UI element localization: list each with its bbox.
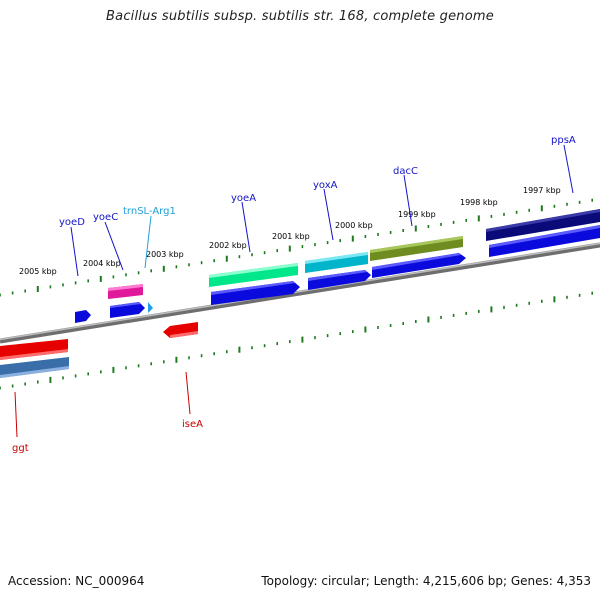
feature-track-inner	[0, 357, 69, 378]
cds-arrow-isea[interactable]	[163, 322, 198, 338]
feature-block-yoea-outer[interactable]	[209, 263, 298, 287]
cds-arrow-yoea[interactable]	[211, 281, 300, 305]
cds-arrow-yoxa[interactable]	[308, 270, 371, 290]
cds-track-forward	[75, 225, 600, 323]
ruler-label-2004: 2004 kbp	[83, 259, 121, 268]
gene-label-isea[interactable]: iseA	[182, 419, 203, 430]
genome-backbone	[0, 242, 600, 344]
ruler-label-1999: 1999 kbp	[398, 210, 436, 219]
ruler-label-2001: 2001 kbp	[272, 232, 310, 241]
ruler-label-2002: 2002 kbp	[209, 241, 247, 250]
cds-arrow-yoec[interactable]	[110, 302, 145, 318]
ruler-label-1998: 1998 kbp	[460, 198, 498, 207]
gene-label-ggt[interactable]: ggt	[12, 443, 29, 454]
ruler-label-2003: 2003 kbp	[146, 250, 184, 259]
feature-block-ppsa-outer[interactable]	[486, 209, 600, 241]
feature-block-ggt-inner[interactable]	[0, 357, 69, 378]
label-leader-lines	[14, 144, 574, 438]
gene-label-ppsa[interactable]: ppsA	[551, 135, 576, 146]
trna-arrow-trnsl-arg1[interactable]	[148, 302, 153, 313]
gene-label-yoxa[interactable]: yoxA	[313, 180, 338, 191]
ruler-label-2000: 2000 kbp	[335, 221, 373, 230]
genome-stats-text: Topology: circular; Length: 4,215,606 bp…	[261, 574, 591, 588]
ruler-ticks-outer	[0, 198, 594, 297]
gene-label-yoed[interactable]: yoeD	[59, 217, 85, 228]
feature-track-outer	[108, 209, 600, 299]
gene-label-yoec[interactable]: yoeC	[93, 212, 118, 223]
gene-label-trnsl-arg1[interactable]: trnSL-Arg1	[123, 206, 176, 217]
cds-arrow-ggt[interactable]	[0, 339, 68, 360]
cds-arrow-yoed[interactable]	[75, 310, 91, 323]
cds-track-reverse	[0, 322, 198, 360]
ruler-ticks-inner	[0, 291, 594, 390]
gene-labels: yoeD yoeC trnSL-Arg1 yoeA yoxA dacC ppsA…	[12, 135, 576, 454]
accession-text: Accession: NC_000964	[8, 574, 145, 588]
gene-label-yoea[interactable]: yoeA	[231, 193, 256, 204]
feature-block-yoxa-outer[interactable]	[305, 252, 368, 273]
map-title: Bacillus subtilis subsp. subtilis str. 1…	[106, 9, 494, 24]
gene-label-dacc[interactable]: dacC	[393, 166, 418, 177]
cds-arrow-ppsa[interactable]	[489, 225, 600, 257]
ruler-labels: 2005 kbp 2004 kbp 2003 kbp 2002 kbp 2001…	[19, 186, 561, 276]
ruler-label-2005: 2005 kbp	[19, 267, 57, 276]
ruler-label-1997: 1997 kbp	[523, 186, 561, 195]
feature-block-yoec-outer[interactable]	[108, 284, 143, 299]
cds-arrow-dacc[interactable]	[372, 253, 466, 278]
feature-block-dacc-outer[interactable]	[370, 236, 463, 261]
